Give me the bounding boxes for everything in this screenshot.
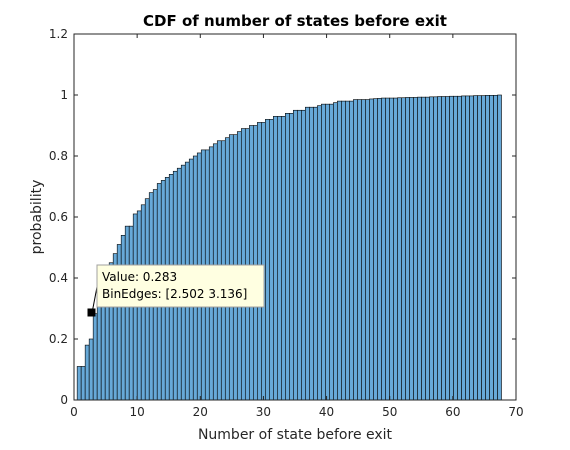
x-axis-label: Number of state before exit bbox=[198, 427, 393, 443]
histogram-bar[interactable] bbox=[385, 97, 390, 401]
histogram-bar[interactable] bbox=[84, 344, 90, 401]
histogram-bar[interactable] bbox=[405, 97, 410, 401]
histogram-bar[interactable] bbox=[321, 103, 326, 401]
histogram-bar[interactable] bbox=[293, 109, 298, 401]
histogram-bar[interactable] bbox=[289, 113, 294, 401]
histogram-bar[interactable] bbox=[305, 106, 310, 401]
histogram-bar[interactable] bbox=[92, 313, 98, 401]
histogram-bar[interactable] bbox=[341, 100, 346, 401]
histogram-bar[interactable] bbox=[433, 96, 438, 401]
histogram-bar[interactable] bbox=[240, 128, 246, 401]
y-tick-label: 1.2 bbox=[49, 27, 68, 41]
y-tick-label: 0.2 bbox=[49, 332, 68, 346]
y-tick-label: 0 bbox=[60, 393, 68, 407]
histogram-bar[interactable] bbox=[96, 299, 102, 401]
histogram-bar[interactable] bbox=[269, 119, 274, 401]
histogram-bar[interactable] bbox=[337, 100, 342, 401]
histogram-bar[interactable] bbox=[473, 95, 478, 401]
y-tick-label: 0.8 bbox=[49, 149, 68, 163]
histogram-bar[interactable] bbox=[413, 97, 418, 401]
histogram-bar[interactable] bbox=[249, 125, 254, 401]
histogram-bar[interactable] bbox=[417, 96, 422, 401]
histogram-bar[interactable] bbox=[244, 128, 250, 401]
datatip[interactable]: Value: 0.283 BinEdges: [2.502 3.136] bbox=[87, 264, 265, 317]
histogram-bar[interactable] bbox=[357, 99, 362, 401]
histogram-bar[interactable] bbox=[80, 366, 86, 401]
histogram-bar[interactable] bbox=[128, 225, 134, 401]
x-tick-label: 60 bbox=[445, 405, 460, 419]
x-tick-label: 70 bbox=[508, 405, 523, 419]
axis-ticks: 0 10 20 30 40 50 60 70 0 0.2 0.4 0.6 0.8 1 1.2 bbox=[49, 27, 524, 419]
histogram-bar[interactable] bbox=[389, 97, 394, 401]
histogram-bar[interactable] bbox=[309, 106, 314, 401]
x-tick-label: 20 bbox=[193, 405, 208, 419]
histogram-bar[interactable] bbox=[76, 366, 82, 401]
histogram-bar[interactable] bbox=[256, 122, 262, 401]
histogram-bar[interactable] bbox=[124, 225, 130, 401]
histogram-bar[interactable] bbox=[381, 97, 386, 401]
histogram-bar[interactable] bbox=[485, 95, 490, 401]
histogram-bar[interactable] bbox=[425, 96, 430, 401]
y-tick-label: 1 bbox=[60, 88, 68, 102]
y-tick-label: 0.6 bbox=[49, 210, 68, 224]
histogram-bar[interactable] bbox=[285, 113, 290, 401]
datatip-value-text: Value: 0.283 bbox=[102, 270, 177, 284]
histogram-bar[interactable] bbox=[373, 98, 378, 401]
histogram-bar[interactable] bbox=[301, 109, 306, 401]
histogram-bar[interactable] bbox=[361, 99, 366, 401]
histogram-bar[interactable] bbox=[441, 96, 446, 401]
histogram-bar[interactable] bbox=[461, 95, 466, 401]
x-tick-label: 0 bbox=[70, 405, 78, 419]
histogram-bar[interactable] bbox=[445, 96, 450, 401]
histogram-bar[interactable] bbox=[317, 105, 322, 401]
histogram-bar[interactable] bbox=[497, 94, 502, 401]
histogram-bar[interactable] bbox=[120, 235, 126, 401]
x-tick-label: 30 bbox=[256, 405, 271, 419]
y-axis-label: probability bbox=[29, 180, 45, 255]
histogram-bar[interactable] bbox=[253, 125, 258, 401]
histogram-bar[interactable] bbox=[349, 100, 354, 401]
histogram-bar[interactable] bbox=[261, 122, 266, 401]
histogram-bar[interactable] bbox=[397, 97, 402, 401]
histogram-bar[interactable] bbox=[453, 95, 458, 401]
histogram-bar[interactable] bbox=[365, 99, 370, 401]
x-tick-label: 50 bbox=[382, 405, 397, 419]
histogram-bar[interactable] bbox=[297, 109, 302, 401]
chart-title: CDF of number of states before exit bbox=[143, 12, 447, 30]
histogram-bar[interactable] bbox=[449, 95, 454, 401]
histogram-bar[interactable] bbox=[421, 96, 426, 401]
histogram-bar[interactable] bbox=[345, 100, 350, 401]
datatip-box bbox=[96, 264, 265, 308]
histogram-bar[interactable] bbox=[393, 97, 398, 401]
histogram-bar[interactable] bbox=[329, 103, 334, 401]
histogram-bar[interactable] bbox=[273, 116, 278, 401]
histogram-bar[interactable] bbox=[281, 116, 286, 401]
datatip-binedges-text: BinEdges: [2.502 3.136] bbox=[102, 287, 247, 301]
histogram-bar[interactable] bbox=[277, 116, 282, 401]
histogram-bar[interactable] bbox=[88, 338, 94, 401]
datatip-marker[interactable] bbox=[87, 308, 96, 317]
histogram-bar[interactable] bbox=[493, 95, 498, 401]
histogram-bar[interactable] bbox=[481, 95, 486, 401]
histogram-bar[interactable] bbox=[469, 95, 474, 401]
histogram-bar[interactable] bbox=[429, 96, 434, 401]
histogram-bar[interactable] bbox=[437, 96, 442, 401]
histogram-bar[interactable] bbox=[377, 98, 382, 401]
x-tick-label: 40 bbox=[319, 405, 334, 419]
histogram-bar[interactable] bbox=[369, 98, 374, 401]
histogram-bar[interactable] bbox=[325, 103, 330, 401]
y-tick-label: 0.4 bbox=[49, 271, 68, 285]
histogram-bar[interactable] bbox=[489, 95, 494, 401]
histogram-bar[interactable] bbox=[465, 95, 470, 401]
histogram-bar[interactable] bbox=[457, 95, 462, 401]
histogram-bar[interactable] bbox=[265, 119, 270, 401]
histogram-bar[interactable] bbox=[353, 99, 358, 401]
x-tick-label: 10 bbox=[130, 405, 145, 419]
histogram-bar[interactable] bbox=[401, 97, 406, 401]
histogram-bar[interactable] bbox=[313, 106, 318, 401]
histogram-bar[interactable] bbox=[333, 102, 338, 401]
histogram-bar[interactable] bbox=[477, 95, 482, 401]
histogram-bar[interactable] bbox=[409, 97, 414, 401]
